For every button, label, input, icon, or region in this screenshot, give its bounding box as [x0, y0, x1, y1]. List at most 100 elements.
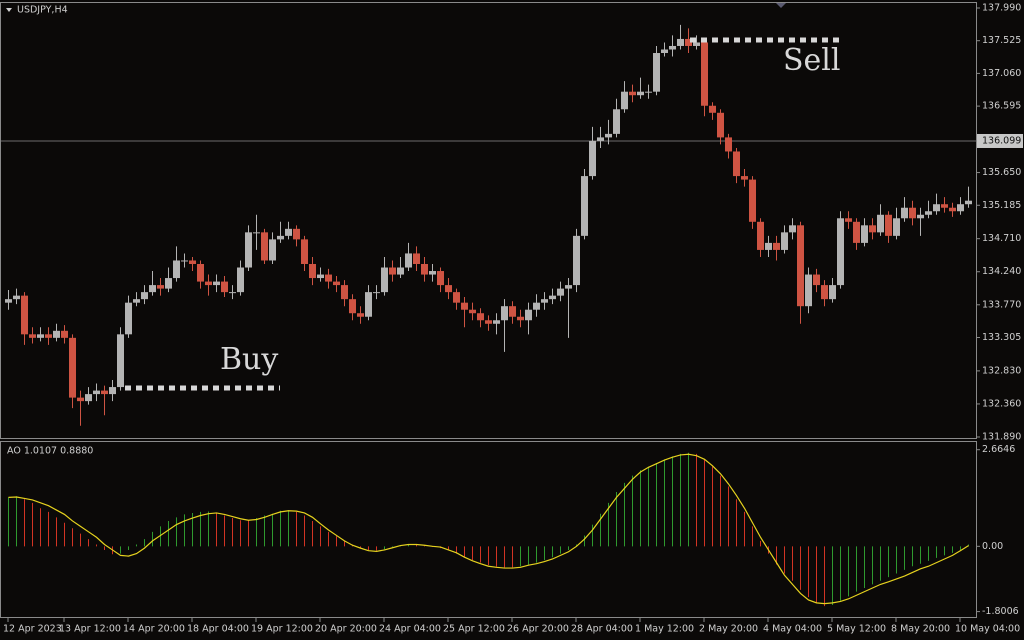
x-tick-label: 14 Apr 20:00	[123, 624, 185, 635]
ao-panel-frame	[0, 441, 977, 618]
candle-body	[661, 49, 668, 54]
candle-body	[61, 330, 68, 338]
y-tick-label: 137.525	[982, 35, 1021, 46]
y-tick-label: 135.185	[982, 200, 1021, 211]
symbol-menu-icon	[6, 8, 12, 12]
candle-body	[181, 260, 188, 262]
candle-body	[333, 281, 340, 286]
candle-body	[213, 281, 220, 286]
candle-body	[373, 292, 380, 294]
candle-body	[709, 105, 716, 113]
candle-body	[277, 235, 284, 240]
candle-body	[557, 288, 564, 296]
candle-body	[909, 207, 916, 219]
candle-body	[469, 309, 476, 314]
candle-body	[261, 232, 268, 261]
candle-body	[221, 281, 228, 293]
candle-body	[37, 334, 44, 338]
y-tick-label: 131.890	[982, 432, 1021, 443]
candle-body	[685, 38, 692, 46]
candle-body	[453, 292, 460, 303]
candle-body	[885, 214, 892, 236]
y-tick-label: 137.060	[982, 68, 1021, 79]
candle-body	[781, 232, 788, 250]
candle-body	[253, 232, 260, 234]
candle-body	[237, 267, 244, 293]
candle-body	[837, 218, 844, 286]
candle-body	[525, 309, 532, 321]
plot-layer: 137.990 137.525 137.060 136.595 135.650 135.1…	[1, 3, 1023, 635]
candle-body	[797, 225, 804, 307]
chart-title: USDJPY,H4	[17, 5, 68, 16]
candle-body	[109, 387, 116, 395]
candle-body	[765, 242, 772, 250]
candle-body	[829, 285, 836, 300]
candle-body	[269, 239, 276, 261]
candle-body	[229, 292, 236, 294]
candle-body	[413, 253, 420, 264]
y-tick-label: 137.990	[982, 3, 1021, 14]
candle-body	[637, 91, 644, 96]
current-price-box	[977, 133, 1023, 148]
candle-body	[85, 394, 92, 402]
candle-body	[437, 271, 444, 286]
current-price-label: 136.099	[982, 135, 1021, 146]
x-tick-label: 5 May 12:00	[827, 624, 886, 635]
candle-body	[133, 299, 140, 303]
candle-body	[365, 292, 372, 317]
candle-body	[749, 179, 756, 222]
x-tick-label: 20 Apr 20:00	[315, 624, 377, 635]
candle-body	[461, 302, 468, 310]
candle-body	[629, 91, 636, 96]
candle-body	[773, 242, 780, 250]
candle-body	[493, 320, 500, 324]
candle-body	[389, 267, 396, 275]
ao-title: AO 1.0107 0.8880	[7, 446, 93, 457]
x-tick-label: 12 Apr 2023	[3, 624, 62, 635]
candle-body	[717, 112, 724, 138]
candle-body	[669, 45, 676, 50]
candle-body	[549, 295, 556, 300]
candle-body	[173, 260, 180, 279]
y-tick-label: 2.6646	[982, 444, 1015, 455]
candle-body	[653, 53, 660, 92]
candle-body	[845, 218, 852, 222]
candle-body	[117, 334, 124, 388]
y-tick-label: 0.00	[982, 541, 1003, 552]
candle-body	[205, 281, 212, 286]
y-tick-label: 132.360	[982, 398, 1021, 409]
candle-body	[645, 91, 652, 93]
price-panel-frame	[0, 2, 977, 439]
candle-body	[381, 267, 388, 293]
x-tick-label: 28 Apr 04:00	[571, 624, 633, 635]
candle-body	[149, 285, 156, 293]
x-tick-label: 10 May 04:00	[955, 624, 1020, 635]
y-tick-label: 133.770	[982, 299, 1021, 310]
candle-body	[533, 302, 540, 310]
candle-body	[5, 299, 12, 303]
candle-body	[477, 313, 484, 321]
candle-body	[821, 285, 828, 300]
candle-body	[29, 334, 36, 338]
candle-body	[677, 38, 684, 46]
candle-body	[813, 274, 820, 286]
candle-body	[429, 271, 436, 275]
candle-body	[805, 274, 812, 307]
candle-body	[605, 133, 612, 138]
candle-body	[877, 214, 884, 233]
candle-body	[949, 207, 956, 212]
candle-body	[101, 390, 108, 395]
y-tick-label: 134.710	[982, 233, 1021, 244]
shift-marker	[776, 3, 786, 8]
candle-body	[941, 204, 948, 208]
candle-body	[861, 225, 868, 243]
candle-body	[317, 274, 324, 279]
x-tick-label: 24 Apr 04:00	[379, 624, 441, 635]
signal-line	[8, 453, 969, 605]
candle-body	[893, 218, 900, 236]
candle-body	[589, 140, 596, 177]
candle-body	[405, 253, 412, 268]
candle-body	[741, 176, 748, 180]
y-tick-label: 134.240	[982, 266, 1021, 277]
